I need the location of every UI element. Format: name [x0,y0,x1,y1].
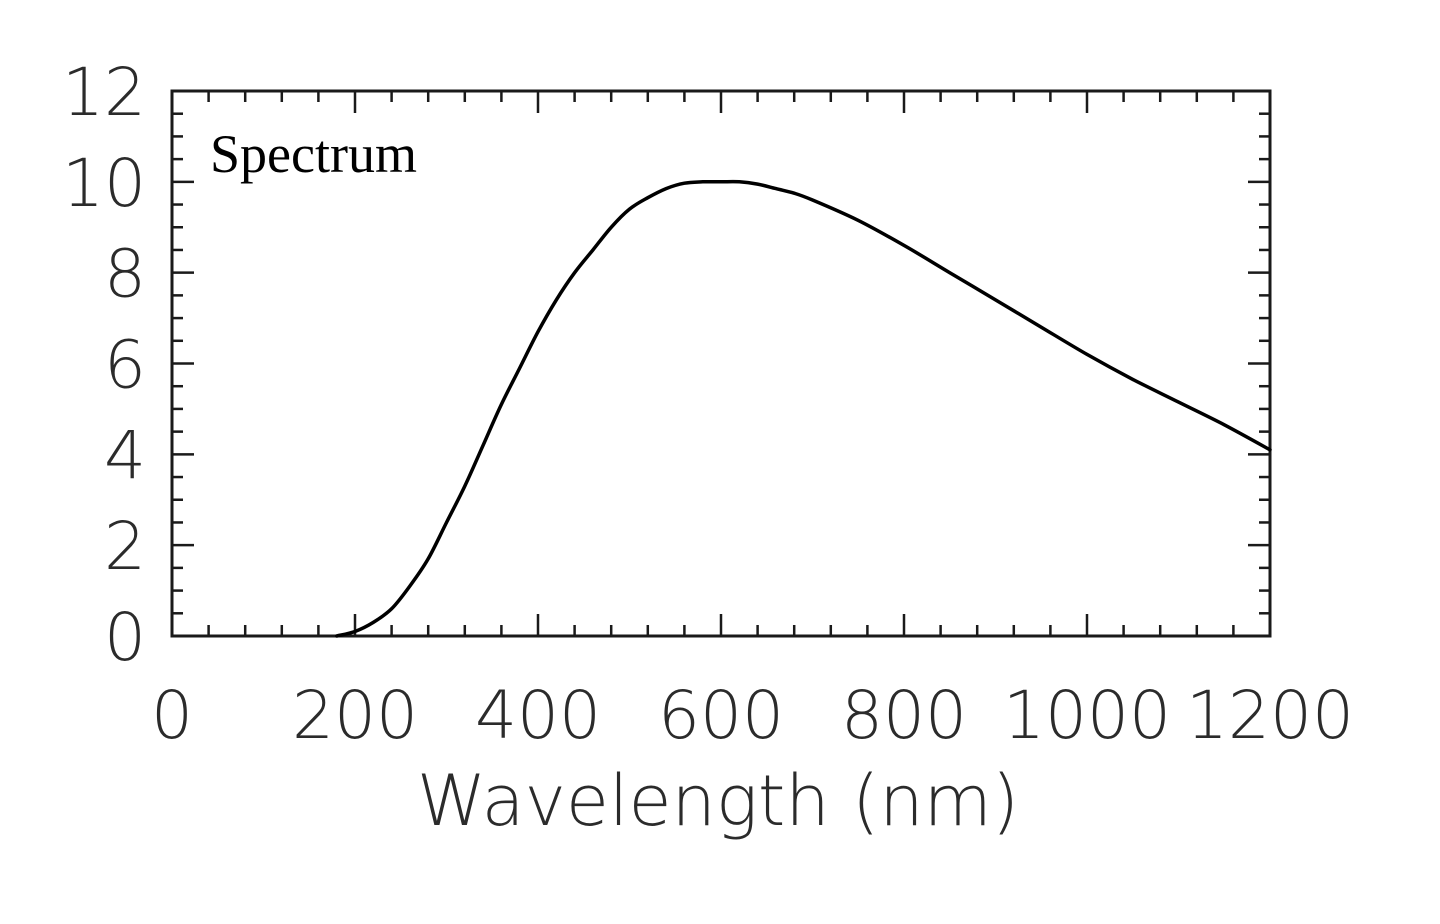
x-tick-label: 1000 [1003,677,1171,754]
x-tick-label: 600 [658,677,784,754]
x-tick-label: 1200 [1186,677,1354,754]
x-tick-label: 200 [292,677,418,754]
y-tick-label: 6 [104,327,146,404]
x-tick-label: 400 [475,677,601,754]
x-tick-label: 0 [151,677,193,754]
minor-ticks [172,91,1270,636]
series-line [334,179,1272,638]
x-tick-label: 800 [841,677,967,754]
x-tick-labels: 0 200 400 600 800 1000 1200 [151,677,1354,754]
y-tick-label: 10 [62,145,146,222]
chart-title: Spectrum [210,124,417,184]
y-tick-label: 8 [104,236,146,313]
y-tick-label: 2 [104,508,146,585]
x-axis-title: Wavelength (nm) [417,760,1019,842]
y-tick-labels: 0 2 4 6 8 10 12 [62,54,146,676]
y-tick-label: 4 [104,417,146,494]
y-tick-label: 0 [104,599,146,676]
y-tick-label: 12 [62,54,146,131]
